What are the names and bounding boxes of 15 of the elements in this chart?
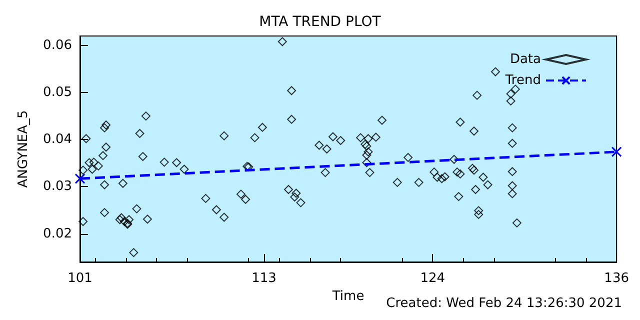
text: Created: Wed Feb 24 13:26:30 2021 <box>386 296 622 311</box>
y-tick-label: 0.03 <box>43 179 72 194</box>
y-axis-title: ANGYNEA_5 <box>16 110 31 188</box>
x-tick-label: 101 <box>68 271 92 286</box>
x-tick-label: 136 <box>604 271 630 286</box>
legend-label: Trend <box>504 73 541 88</box>
y-tick-label: 0.06 <box>43 38 72 53</box>
x-axis-title: Time <box>331 288 364 304</box>
y-tick-label: 0.02 <box>43 226 72 242</box>
chart-title: MTA TREND PLOT <box>259 14 382 30</box>
legend-label: Data <box>510 52 541 67</box>
y-tick-label: 0.04 <box>43 132 72 148</box>
y-tick-label: 0.05 <box>43 85 72 100</box>
x-tick-label: 124 <box>420 271 446 286</box>
x-tick-label: 113 <box>252 271 276 286</box>
